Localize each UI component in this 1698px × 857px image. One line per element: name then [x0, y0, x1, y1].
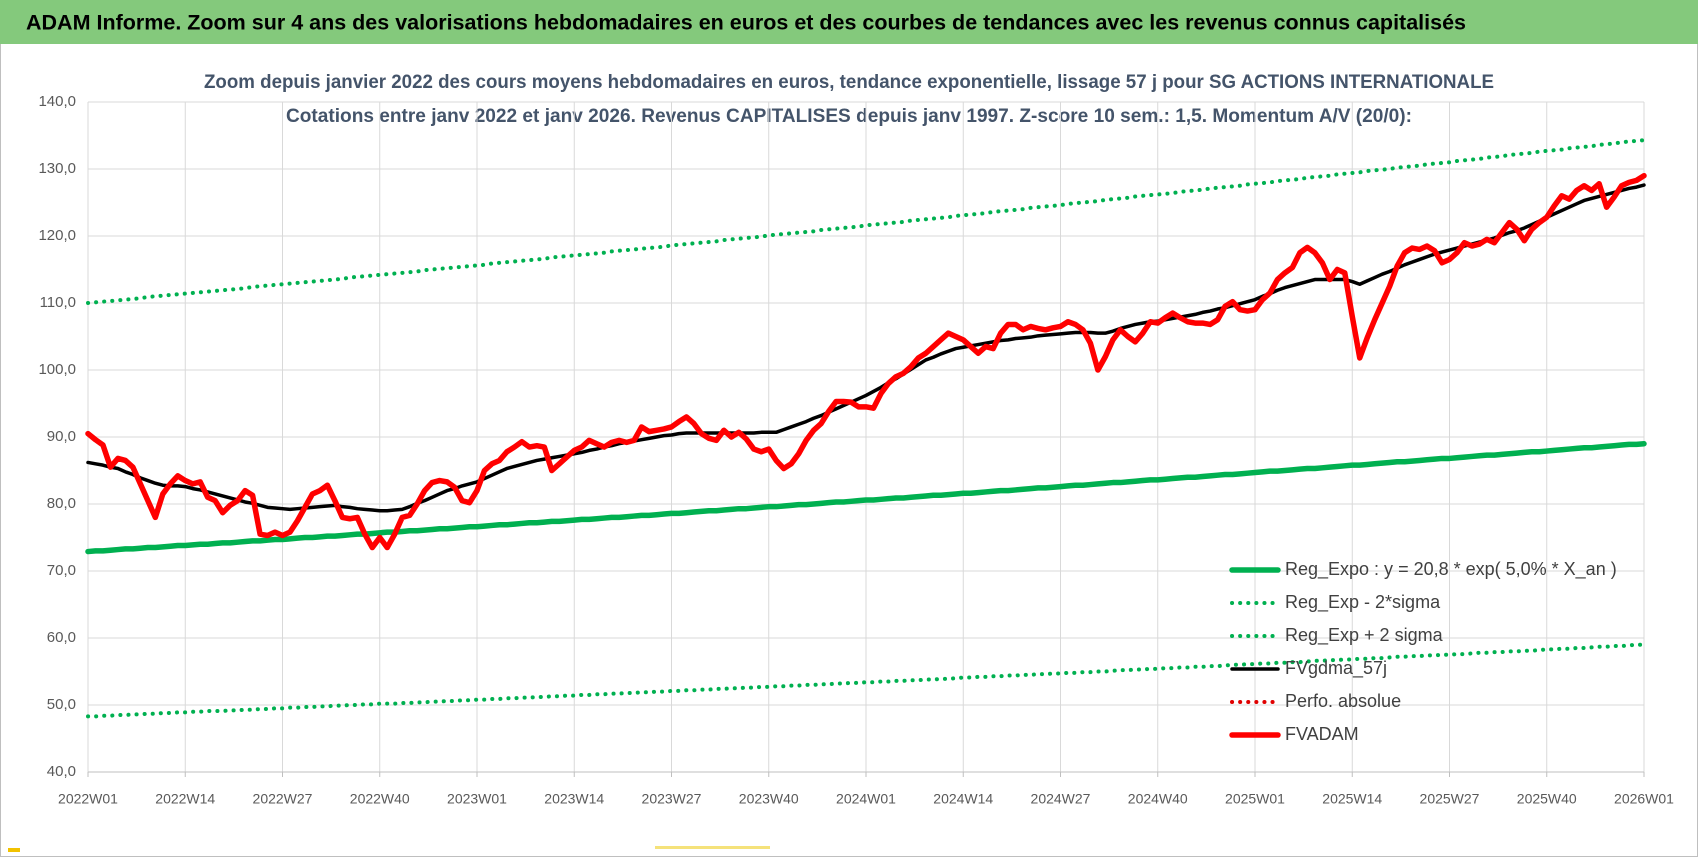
series-line [85, 172, 1647, 551]
x-tick-label: 2025W14 [1322, 791, 1382, 807]
x-tick-label: 2022W01 [58, 791, 118, 807]
series-line [86, 138, 1646, 305]
legend-label: FVgdma_57j [1285, 658, 1387, 679]
y-tick-label: 100,0 [38, 361, 76, 378]
legend-label: Perfo. absolue [1285, 691, 1401, 711]
y-tick-label: 70,0 [47, 562, 76, 579]
x-tick-label: 2022W14 [155, 791, 215, 807]
legend-label: Reg_Expo : y = 20,8 * exp( 5,0% * X_an ) [1285, 559, 1617, 580]
header-title: ADAM Informe. Zoom sur 4 ans des valoris… [26, 12, 1466, 35]
y-tick-label: 60,0 [47, 629, 76, 646]
edge-mark [655, 846, 770, 849]
x-tick-label: 2023W14 [544, 791, 604, 807]
chart-subtitle: Cotations entre janv 2022 et janv 2026. … [286, 106, 1412, 127]
y-tick-label: 120,0 [38, 227, 76, 244]
series-line [85, 440, 1647, 555]
y-tick-label: 110,0 [40, 294, 76, 311]
y-tick-label: 80,0 [47, 495, 76, 512]
x-tick-label: 2023W01 [447, 791, 507, 807]
corner-mark [8, 848, 20, 852]
series-line [86, 642, 1646, 719]
y-tick-label: 140,0 [38, 93, 76, 110]
x-tick-label: 2025W27 [1420, 791, 1480, 807]
legend-label: Reg_Exp + 2 sigma [1285, 625, 1444, 646]
x-tick-label: 2022W27 [253, 791, 313, 807]
x-tick-label: 2023W27 [642, 791, 702, 807]
chart-title: Zoom depuis janvier 2022 des cours moyen… [204, 72, 1494, 93]
series-line [86, 183, 1646, 513]
x-tick-label: 2025W40 [1517, 791, 1577, 807]
y-tick-label: 50,0 [47, 696, 76, 713]
x-tick-label: 2024W14 [933, 791, 993, 807]
x-tick-label: 2025W01 [1225, 791, 1285, 807]
x-tick-label: 2024W27 [1031, 791, 1091, 807]
header-bar [0, 0, 1698, 44]
legend-label: Reg_Exp - 2*sigma [1285, 592, 1441, 613]
x-tick-label: 2026W01 [1614, 791, 1674, 807]
x-tick-label: 2023W40 [739, 791, 799, 807]
y-tick-label: 90,0 [47, 428, 76, 445]
x-tick-label: 2024W01 [836, 791, 896, 807]
legend: Reg_Expo : y = 20,8 * exp( 5,0% * X_an )… [1229, 559, 1617, 744]
grid [87, 101, 1645, 773]
x-tick-label: 2024W40 [1128, 791, 1188, 807]
legend-label: FVADAM [1285, 724, 1359, 744]
y-tick-label: 130,0 [38, 160, 76, 177]
x-tick-label: 2022W40 [350, 791, 410, 807]
y-tick-label: 40,0 [47, 763, 76, 780]
